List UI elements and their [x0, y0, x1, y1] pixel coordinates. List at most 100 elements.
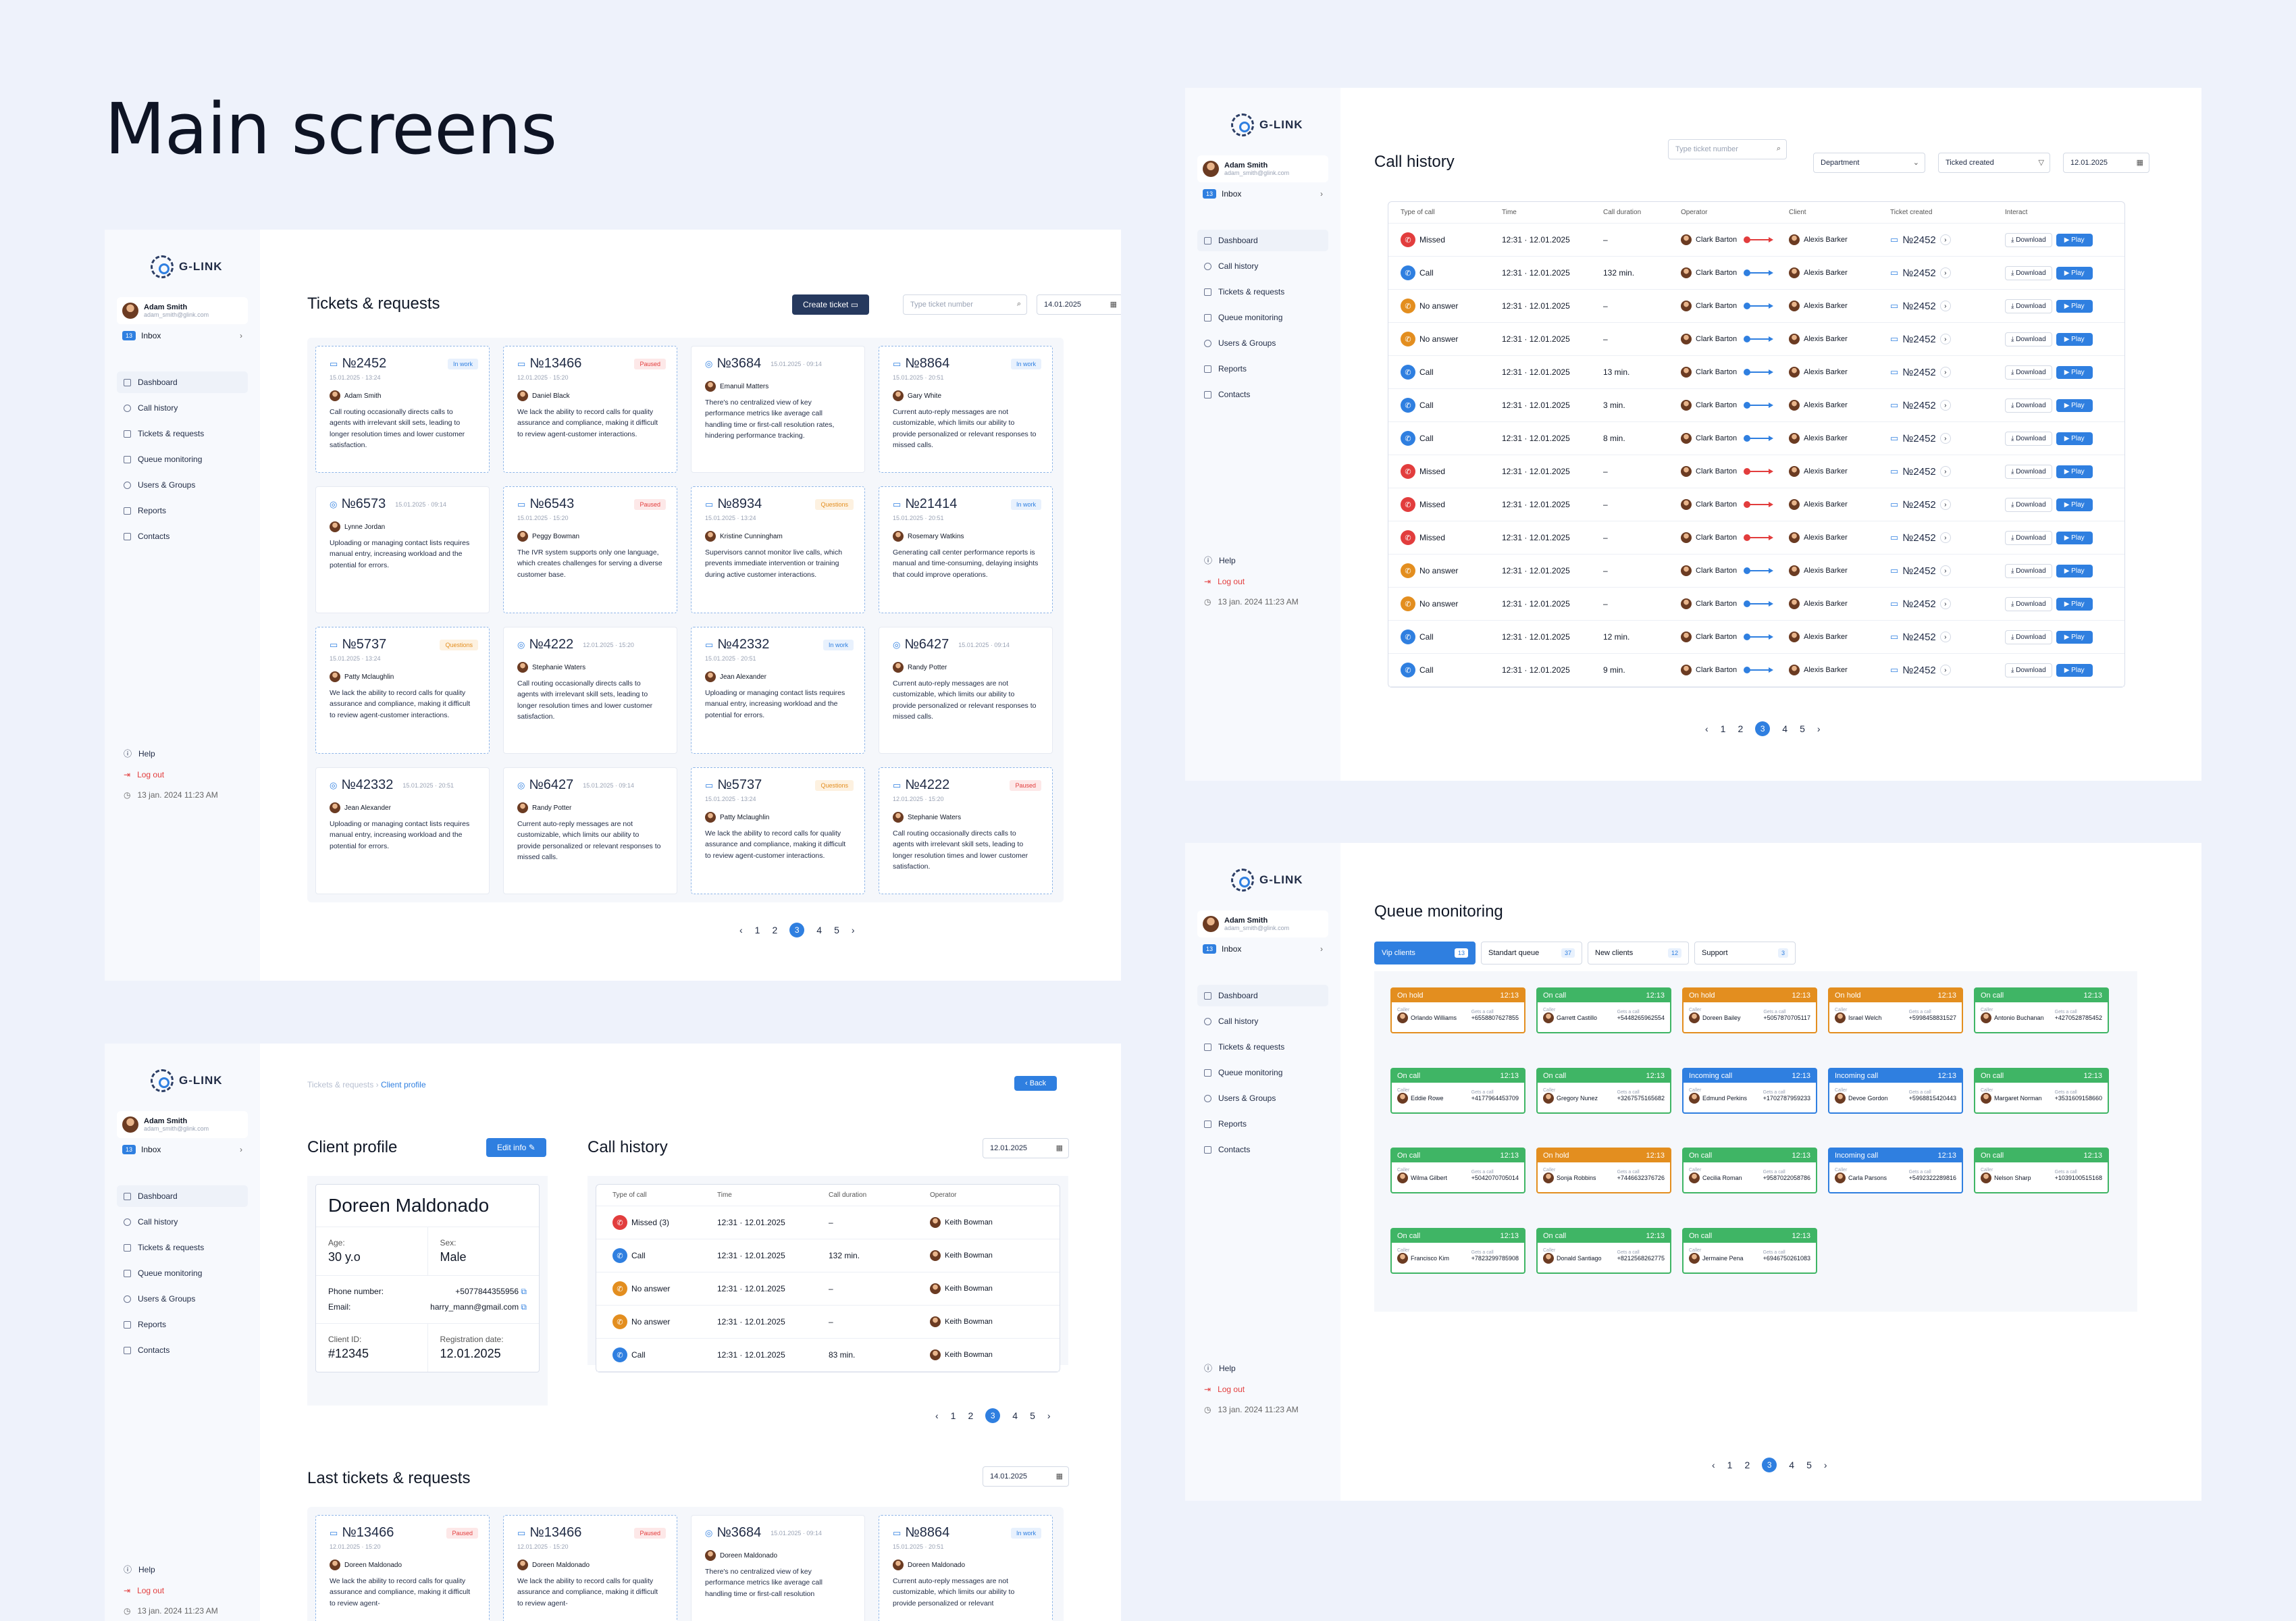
nav-item-reports[interactable]: Reports: [1197, 1113, 1328, 1135]
ticket-card[interactable]: ▭ №8934 15.01.2025 · 13:24 Questions Kris…: [691, 486, 865, 613]
inbox-link[interactable]: 13 Inbox ›: [1197, 942, 1328, 956]
table-row[interactable]: ✆ No answer 12:31 · 12.01.2025 – Clark Ba…: [1388, 555, 2124, 588]
edit-info-button[interactable]: Edit info ✎: [486, 1138, 546, 1157]
chevron-right-icon[interactable]: ›: [1939, 466, 1951, 477]
queue-card[interactable]: On hold 12:13 Caller Orlando Williams Gets…: [1390, 987, 1525, 1033]
chevron-right-icon[interactable]: ›: [1939, 598, 1951, 609]
prev-page-button[interactable]: ‹: [1705, 723, 1708, 734]
play-button[interactable]: ▶ Play: [2056, 398, 2093, 412]
ticket-card[interactable]: ▭ №13466 12.01.2025 · 15:20 Paused Daniel…: [503, 346, 677, 473]
nav-item-reports[interactable]: Reports: [117, 500, 248, 521]
table-row[interactable]: ✆ Missed 12:31 · 12.01.2025 – Clark Barto…: [1388, 224, 2124, 257]
nav-item-dashboard[interactable]: Dashboard: [117, 371, 248, 393]
next-page-button[interactable]: ›: [1817, 723, 1821, 734]
chevron-right-icon[interactable]: ›: [1939, 665, 1951, 675]
ticket-created-select[interactable]: Ticked created ▽: [1938, 153, 2050, 173]
page-button[interactable]: 4: [1782, 723, 1788, 734]
help-link[interactable]: ⓘ Help: [1197, 1357, 1305, 1379]
ticket-card[interactable]: ◎ №6573 15.01.2025 · 09:14 Lynne Jordan Up…: [315, 486, 490, 613]
queue-card[interactable]: On call 12:13 Caller Antonio Buchanan Gets…: [1974, 987, 2109, 1033]
page-button[interactable]: 5: [834, 925, 839, 935]
page-button[interactable]: 1: [1727, 1460, 1733, 1470]
ticket-card[interactable]: ▭ №6543 15.01.2025 · 15:20 Paused Peggy B…: [503, 486, 677, 613]
ticket-card[interactable]: ◎ №6427 15.01.2025 · 09:14 Randy Potter Cu…: [879, 627, 1053, 754]
prev-page-button[interactable]: ‹: [739, 925, 743, 935]
queue-tab[interactable]: Standart queue 37: [1481, 942, 1582, 964]
chevron-right-icon[interactable]: ›: [1939, 499, 1951, 510]
page-button[interactable]: 2: [772, 925, 778, 935]
ticket-card[interactable]: ▭ №13466 12.01.2025 · 15:20 Paused Doreen…: [503, 1515, 677, 1621]
table-row[interactable]: ✆ Call 12:31 · 12.01.2025 13 min. Clark B…: [1388, 356, 2124, 389]
nav-item-dashboard[interactable]: Dashboard: [1197, 230, 1328, 251]
chevron-right-icon[interactable]: ›: [1939, 367, 1951, 378]
breadcrumb-parent[interactable]: Tickets & requests: [307, 1080, 374, 1089]
ticket-link[interactable]: №2452: [1902, 399, 1936, 411]
table-row[interactable]: ✆ Missed 12:31 · 12.01.2025 – Clark Barto…: [1388, 455, 2124, 488]
download-button[interactable]: ⤓ Download: [2005, 596, 2052, 611]
page-button[interactable]: 3: [985, 1408, 1001, 1423]
table-row[interactable]: ✆ No answer 12:31 · 12.01.2025 – Clark Ba…: [1388, 290, 2124, 323]
queue-card[interactable]: On call 12:13 Caller Francisco Kim Gets a …: [1390, 1227, 1525, 1274]
ch-search-input[interactable]: Type ticket number ⌕: [1668, 139, 1787, 159]
queue-card[interactable]: On hold 12:13 Caller Sonja Robbins Gets a …: [1536, 1148, 1671, 1193]
next-page-button[interactable]: ›: [1823, 1460, 1827, 1470]
chevron-right-icon[interactable]: ›: [1939, 301, 1951, 311]
table-row[interactable]: ✆ Call 12:31 · 12.01.2025 132 min. Clark …: [1388, 257, 2124, 290]
queue-card[interactable]: On call 12:13 Caller Gregory Nunez Gets a …: [1536, 1067, 1671, 1114]
queue-card[interactable]: On call 12:13 Caller Eddie Rowe Gets a cal…: [1390, 1067, 1525, 1114]
page-button[interactable]: 4: [1012, 1410, 1018, 1421]
page-button[interactable]: 2: [968, 1410, 974, 1421]
play-button[interactable]: ▶ Play: [2056, 365, 2093, 379]
ticket-card[interactable]: ◎ №6427 15.01.2025 · 09:14 Randy Potter Cu…: [503, 767, 677, 894]
queue-card[interactable]: Incoming call 12:13 Caller Carla Parsons G…: [1828, 1148, 1963, 1193]
ticket-card[interactable]: ▭ №42332 15.01.2025 · 20:51 In work Jean …: [691, 627, 865, 754]
queue-tab[interactable]: Support 3: [1694, 942, 1796, 964]
next-page-button[interactable]: ›: [1047, 1410, 1051, 1421]
ticket-link[interactable]: №2452: [1902, 565, 1936, 577]
ticket-card[interactable]: ▭ №5737 15.01.2025 · 13:24 Questions Patt…: [691, 767, 865, 894]
chevron-right-icon[interactable]: ›: [1939, 433, 1951, 444]
table-row[interactable]: ✆ Call 12:31 · 12.01.2025 83 min. Keith B…: [596, 1339, 1060, 1372]
nav-item-tickets-requests[interactable]: Tickets & requests: [1197, 281, 1328, 303]
ticket-link[interactable]: №2452: [1902, 432, 1936, 444]
nav-item-call-history[interactable]: Call history: [117, 397, 248, 419]
download-button[interactable]: ⤓ Download: [2005, 629, 2052, 644]
date-filter[interactable]: 14.01.2025 ▦: [1037, 294, 1121, 315]
user-card[interactable]: Adam Smith adam_smith@glink.com: [1197, 155, 1328, 182]
download-button[interactable]: ⤓ Download: [2005, 299, 2052, 313]
ticket-card[interactable]: ▭ №4222 12.01.2025 · 15:20 Paused Stephan…: [879, 767, 1053, 894]
download-button[interactable]: ⤓ Download: [2005, 332, 2052, 346]
queue-tab[interactable]: Vip clients 13: [1374, 942, 1476, 964]
download-button[interactable]: ⤓ Download: [2005, 232, 2052, 247]
ticket-card[interactable]: ▭ №8864 15.01.2025 · 20:51 In work Doreen…: [879, 1515, 1053, 1621]
department-select[interactable]: Department ⌄: [1813, 153, 1925, 173]
back-button[interactable]: ‹ Back: [1014, 1076, 1058, 1091]
queue-card[interactable]: On hold 12:13 Caller Doreen Bailey Gets a …: [1682, 987, 1817, 1033]
play-button[interactable]: ▶ Play: [2056, 432, 2093, 445]
page-button[interactable]: 2: [1738, 723, 1744, 734]
ticket-link[interactable]: №2452: [1902, 267, 1936, 279]
logout-link[interactable]: ⇥ Log out: [117, 765, 225, 785]
copy-icon[interactable]: ⧉: [521, 1286, 527, 1296]
play-button[interactable]: ▶ Play: [2056, 564, 2093, 577]
download-button[interactable]: ⤓ Download: [2005, 398, 2052, 413]
table-row[interactable]: ✆ Missed 12:31 · 12.01.2025 – Clark Barto…: [1388, 488, 2124, 521]
ticket-link[interactable]: №2452: [1902, 598, 1936, 610]
table-row[interactable]: ✆ Missed 12:31 · 12.01.2025 – Clark Barto…: [1388, 521, 2124, 555]
nav-item-queue-monitoring[interactable]: Queue monitoring: [1197, 307, 1328, 328]
download-button[interactable]: ⤓ Download: [2005, 497, 2052, 512]
download-button[interactable]: ⤓ Download: [2005, 365, 2052, 380]
nav-item-users-groups[interactable]: Users & Groups: [117, 474, 248, 496]
nav-item-queue-monitoring[interactable]: Queue monitoring: [117, 1262, 248, 1284]
queue-card[interactable]: Incoming call 12:13 Caller Edmund Perkins …: [1682, 1067, 1817, 1114]
brand-logo[interactable]: G-LINK: [1231, 869, 1328, 892]
chevron-right-icon[interactable]: ›: [1939, 565, 1951, 576]
ticket-link[interactable]: №2452: [1902, 300, 1936, 312]
chevron-right-icon[interactable]: ›: [1939, 632, 1951, 642]
inbox-link[interactable]: 13 Inbox ›: [117, 1142, 248, 1157]
play-button[interactable]: ▶ Play: [2056, 498, 2093, 511]
play-button[interactable]: ▶ Play: [2056, 332, 2093, 346]
ch-date-filter[interactable]: 12.01.2025 ▦: [2063, 153, 2149, 173]
brand-logo[interactable]: G-LINK: [1231, 113, 1328, 136]
page-button[interactable]: 2: [1744, 1460, 1750, 1470]
